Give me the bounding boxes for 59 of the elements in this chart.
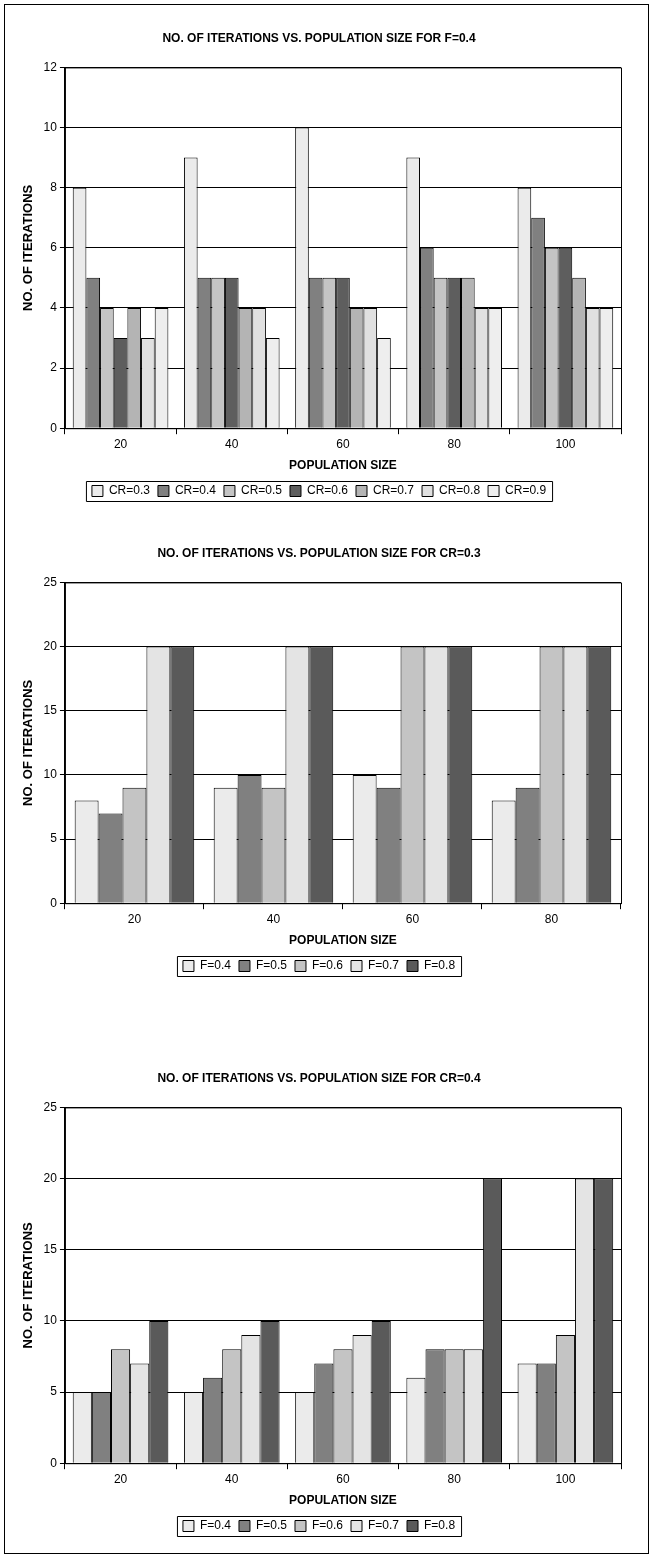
- legend-label: F=0.5: [255, 1518, 288, 1533]
- y-axis-title: NO. OF ITERATIONS: [20, 1221, 36, 1349]
- y-tick-label: 8: [50, 179, 58, 194]
- x-tick-label: 20: [113, 1471, 128, 1486]
- legend-label: CR=0.7: [373, 483, 415, 498]
- x-axis-title: POPULATION SIZE: [289, 933, 397, 948]
- y-tick-label: 10: [43, 767, 58, 782]
- x-tick-label: 80: [447, 436, 462, 451]
- legend-label: F=0.8: [424, 1518, 456, 1533]
- y-tick-label: 4: [50, 300, 58, 315]
- y-tick-label: 10: [43, 1313, 58, 1328]
- legend-label: CR=0.4: [174, 483, 217, 498]
- y-tick-label: 25: [43, 1099, 58, 1114]
- y-tick-label: 15: [43, 703, 58, 718]
- y-axis-title: NO. OF ITERATIONS: [20, 184, 36, 311]
- y-tick-label: 0: [50, 895, 58, 910]
- x-tick-label: 20: [127, 911, 142, 926]
- y-tick-label: 10: [43, 119, 58, 134]
- legend-label: F=0.6: [311, 958, 344, 973]
- x-tick-label: 100: [555, 436, 576, 451]
- y-tick-label: 20: [43, 1170, 58, 1185]
- y-tick-label: 6: [50, 240, 58, 255]
- legend-label: F=0.7: [368, 958, 400, 973]
- x-tick-label: 20: [113, 436, 128, 451]
- legend-label: CR=0.3: [108, 483, 151, 498]
- legend-label: CR=0.8: [439, 483, 481, 498]
- x-tick-label: 80: [447, 1471, 462, 1486]
- x-axis-title: POPULATION SIZE: [289, 458, 397, 473]
- y-tick-label: 25: [43, 574, 58, 589]
- x-tick-label: 80: [544, 911, 559, 926]
- x-tick-label: 60: [336, 1471, 350, 1486]
- legend-label: F=0.6: [311, 1518, 344, 1533]
- x-tick-label: 40: [225, 1471, 239, 1486]
- y-tick-label: 20: [43, 638, 58, 653]
- x-tick-label: 60: [336, 436, 350, 451]
- legend-label: CR=0.9: [505, 483, 547, 498]
- x-axis-title: POPULATION SIZE: [289, 1493, 397, 1508]
- y-tick-label: 0: [50, 1455, 58, 1470]
- legend-label: F=0.7: [368, 1518, 400, 1533]
- x-tick-label: 40: [225, 436, 239, 451]
- chart-title: NO. OF ITERATIONS VS. POPULATION SIZE FOR F=0.4: [162, 30, 476, 45]
- y-axis-title: NO. OF ITERATIONS: [20, 679, 36, 806]
- x-tick-label: 40: [266, 911, 281, 926]
- x-tick-label: 100: [555, 1471, 576, 1486]
- y-tick-label: 0: [50, 420, 58, 435]
- legend-label: CR=0.5: [240, 483, 283, 498]
- legend-label: F=0.8: [424, 958, 456, 973]
- x-tick-label: 60: [405, 911, 420, 926]
- y-tick-label: 15: [43, 1242, 58, 1257]
- legend-label: F=0.4: [199, 958, 232, 973]
- legend-label: F=0.5: [255, 958, 288, 973]
- y-tick-label: 12: [43, 59, 58, 74]
- y-tick-label: 2: [50, 360, 58, 375]
- chart-title: NO. OF ITERATIONS VS. POPULATION SIZE FOR CR=0.4: [157, 1070, 481, 1085]
- legend-label: F=0.4: [199, 1518, 232, 1533]
- y-tick-label: 5: [50, 1384, 58, 1399]
- chart-title: NO. OF ITERATIONS VS. POPULATION SIZE FOR CR=0.3: [157, 545, 481, 560]
- y-tick-label: 5: [50, 831, 58, 846]
- legend-label: CR=0.6: [306, 483, 349, 498]
